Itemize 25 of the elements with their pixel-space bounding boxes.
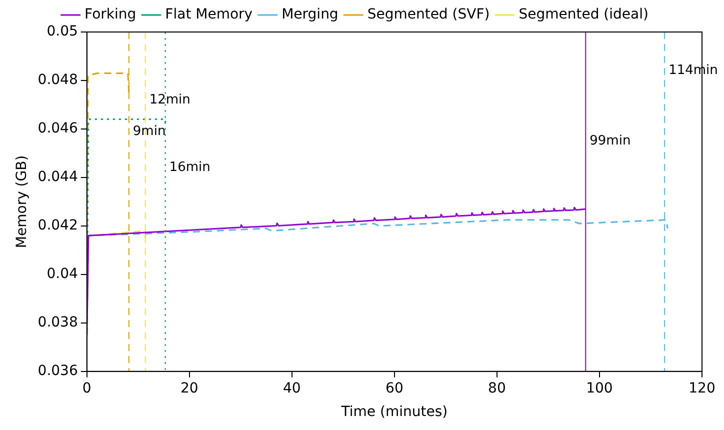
legend-label: Forking [84,6,136,23]
y-tick-label: 0.046 [38,120,78,137]
y-axis-title: Memory (GB) [14,155,30,248]
x-tick-label: 20 [180,380,198,396]
x-tick-label: 60 [386,380,404,396]
y-tick-label: 0.036 [38,363,78,380]
x-tick-label: 80 [488,380,506,396]
x-tick-label: 40 [283,380,301,396]
y-tick-label: 0.044 [38,169,78,186]
annotation: 16min [169,160,210,176]
y-tick-label: 0.038 [38,314,78,331]
legend-label: Merging [282,6,338,23]
annotation: 12min [149,92,190,108]
annotation: 99min [590,133,631,148]
x-axis-title: Time (minutes) [340,404,448,420]
x-tick-label: 100 [586,380,613,396]
y-tick-label: 0.048 [38,72,78,88]
y-tick-label: 0.05 [46,24,78,40]
y-tick-label: 0.04 [46,266,78,282]
legend-label: Flat Memory [165,6,253,23]
x-tick-label: 0 [82,380,92,396]
x-tick-label: 120 [688,380,716,396]
legend-label: Segmented (SVF) [367,6,490,23]
y-tick-label: 0.042 [38,218,78,234]
legend-label: Segmented (ideal) [518,6,648,23]
